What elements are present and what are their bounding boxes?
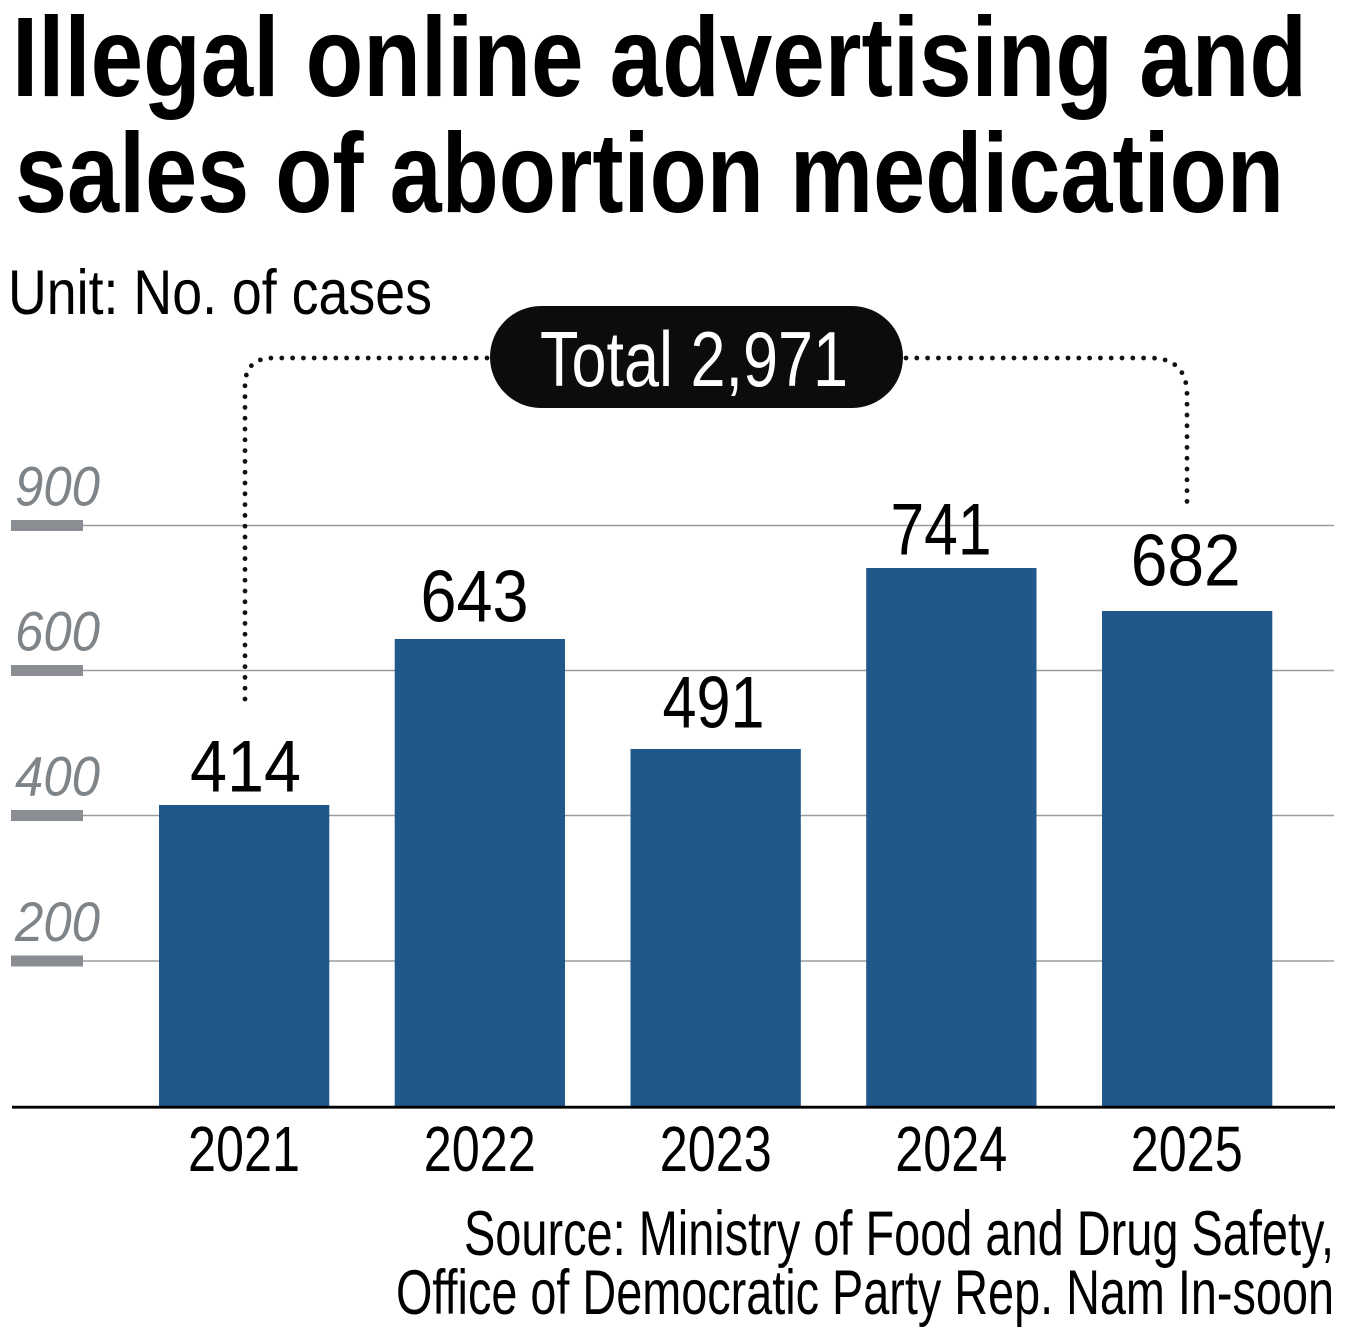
svg-text:2025: 2025	[1131, 1113, 1243, 1185]
svg-text:Source: Ministry of Food and D: Source: Ministry of Food and Drug Safety…	[464, 1199, 1334, 1269]
svg-text:200: 200	[14, 890, 100, 953]
svg-text:Total 2,971: Total 2,971	[540, 315, 848, 403]
svg-text:Office of Democratic Party Rep: Office of Democratic Party Rep. Nam In-s…	[396, 1258, 1334, 1328]
svg-text:2021: 2021	[188, 1113, 300, 1185]
svg-text:741: 741	[891, 488, 992, 571]
svg-text:643: 643	[421, 555, 529, 638]
svg-text:2022: 2022	[424, 1113, 536, 1185]
svg-text:900: 900	[15, 455, 100, 518]
svg-text:2023: 2023	[660, 1113, 772, 1185]
svg-text:414: 414	[190, 725, 301, 808]
svg-text:400: 400	[15, 745, 100, 808]
svg-text:600: 600	[15, 600, 100, 663]
svg-text:2024: 2024	[895, 1113, 1007, 1185]
svg-text:sales of abortion medication: sales of abortion medication	[15, 110, 1284, 236]
svg-text:Unit: No. of cases: Unit: No. of cases	[8, 258, 432, 328]
svg-text:Illegal online advertising and: Illegal online advertising and	[12, 0, 1307, 120]
svg-text:682: 682	[1131, 519, 1241, 602]
svg-text:491: 491	[663, 661, 765, 744]
